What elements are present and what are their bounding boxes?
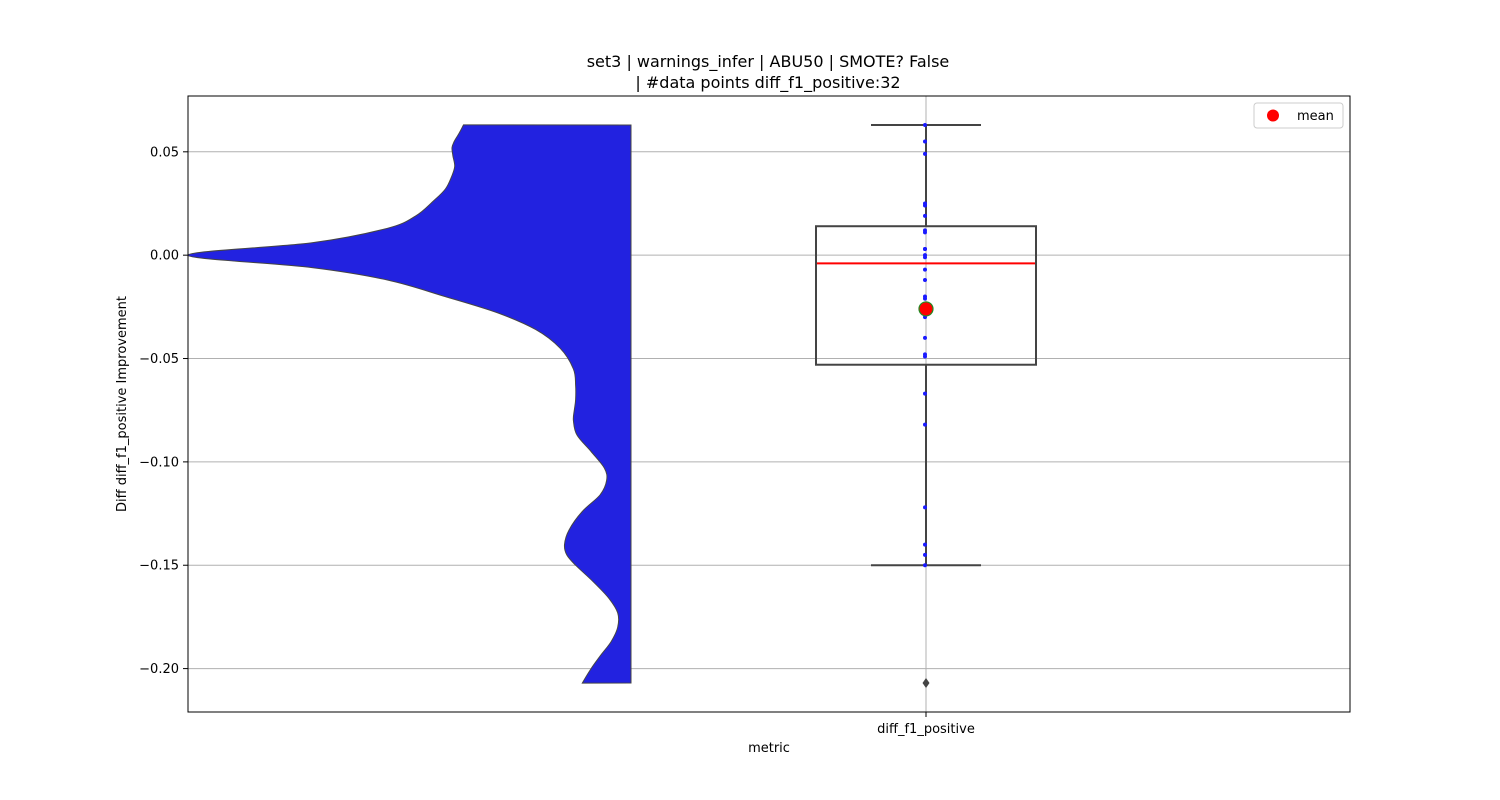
violin-body	[188, 124, 632, 684]
legend: mean	[1253, 102, 1344, 129]
mean-marker	[918, 301, 934, 317]
legend-label: mean	[1297, 109, 1334, 124]
box-iqr	[815, 225, 1037, 366]
x-tick-label: diff_f1_positive	[877, 722, 975, 737]
data-points	[918, 122, 934, 568]
data-point	[923, 139, 927, 144]
data-point	[923, 203, 927, 208]
data-point	[923, 552, 927, 557]
data-point	[923, 422, 927, 427]
y-axis-label: Diff diff_f1_positive Improvement	[115, 296, 130, 512]
data-point	[923, 542, 927, 547]
grid-lines	[188, 96, 1350, 712]
legend-mean-marker	[1267, 109, 1279, 122]
violin-plot	[188, 124, 632, 684]
y-tick-label: −0.10	[139, 455, 179, 470]
data-point	[923, 151, 927, 156]
y-tick-label: −0.20	[139, 662, 179, 677]
plot-area-frame	[187, 95, 1351, 713]
data-point	[923, 267, 927, 272]
outlier-marker	[922, 678, 930, 689]
data-point	[923, 277, 927, 282]
y-tick-label: 0.00	[150, 249, 179, 264]
x-axis-ticks: diff_f1_positive	[877, 712, 975, 737]
box-plot	[815, 123, 1037, 689]
x-axis-label: metric	[748, 741, 790, 756]
legend-box	[1253, 102, 1344, 129]
y-tick-label: 0.05	[150, 145, 179, 160]
chart-title-line1: set3 | warnings_infer | ABU50 | SMOTE? F…	[587, 52, 950, 72]
data-point	[923, 122, 927, 127]
data-point	[923, 563, 927, 568]
data-point	[923, 296, 927, 301]
y-tick-label: −0.15	[139, 559, 179, 574]
data-point	[923, 505, 927, 510]
data-point	[923, 246, 927, 251]
data-point	[923, 354, 927, 359]
data-point	[923, 230, 927, 235]
data-point	[923, 391, 927, 396]
data-point	[923, 213, 927, 218]
chart-title-line2: | #data points diff_f1_positive:32	[635, 73, 900, 93]
y-tick-label: −0.05	[139, 352, 179, 367]
data-point	[923, 255, 927, 260]
y-axis-ticks: 0.05 0.00 −0.05 −0.10 −0.15 −0.20	[139, 145, 188, 677]
data-point	[923, 335, 927, 340]
